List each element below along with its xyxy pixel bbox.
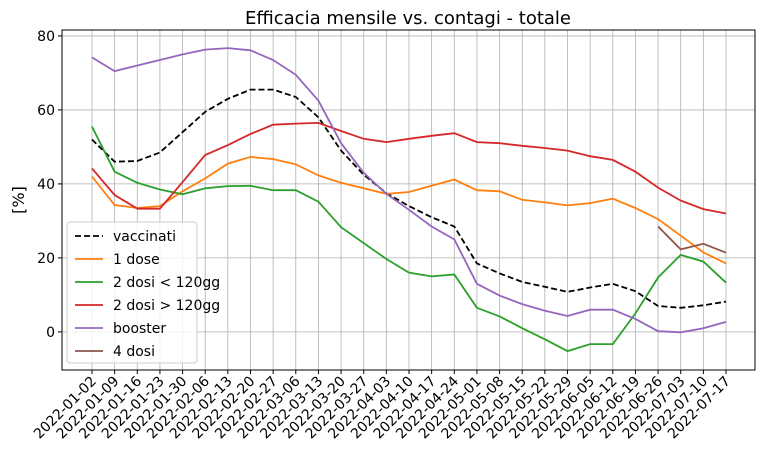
series-line [91,47,727,334]
legend-label: booster [113,321,166,337]
y-tick-label: 40 [37,177,55,193]
series-line [91,121,727,215]
y-tick-label: 80 [37,29,55,45]
y-tick-label: 20 [37,251,55,267]
chart-title: Efficacia mensile vs. contagi - totale [245,8,571,29]
y-tick-label: 0 [46,325,55,341]
legend-label: 4 dosi [113,344,155,360]
legend-label: 2 dosi < 120gg [113,275,220,291]
legend-label: vaccinati [113,229,176,245]
series-line [657,225,727,254]
series-line [91,88,727,309]
legend-label: 1 dose [113,252,160,268]
y-tick-label: 60 [37,103,55,119]
plot-frame [61,29,756,371]
series-line [91,126,727,353]
legend-label: 2 dosi > 120gg [113,298,220,314]
legend: vaccinati 1 dose 2 dosi < 120gg 2 dosi > 12… [66,221,220,364]
y-axis-label: [%] [9,186,28,214]
series-line [91,155,727,265]
